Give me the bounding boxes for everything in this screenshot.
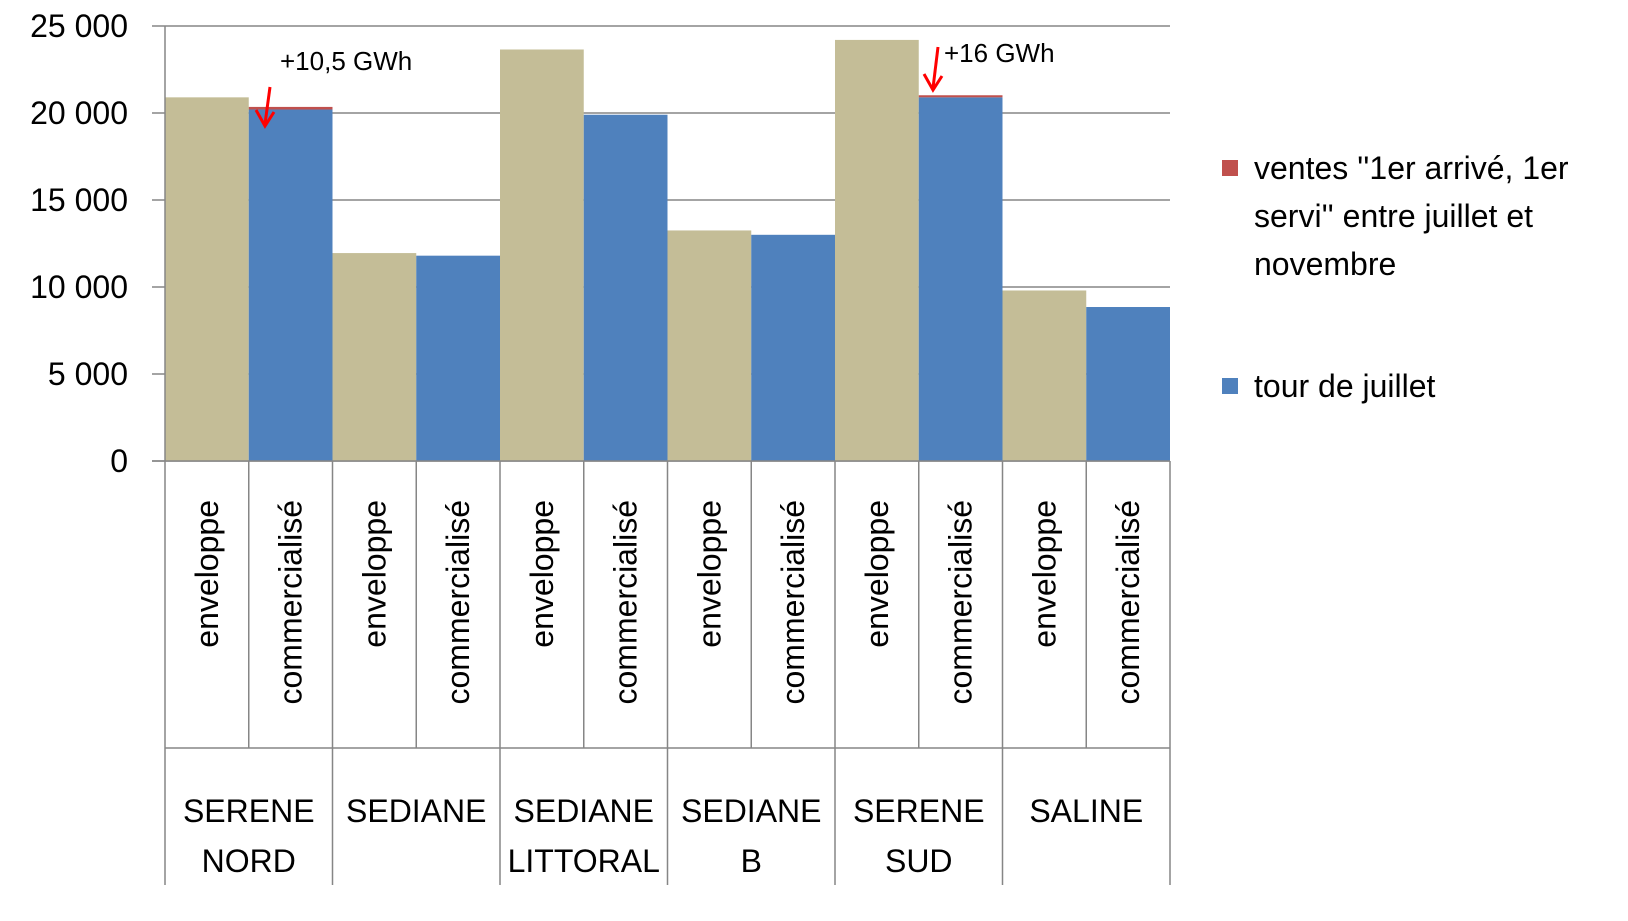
x-tick-label: commercialisé: [775, 500, 811, 704]
group-label: SEDIANE: [514, 793, 654, 829]
bar: [1002, 290, 1087, 461]
y-tick-label: 15 000: [30, 182, 128, 218]
x-tick-label: enveloppe: [189, 500, 225, 648]
bar: [583, 114, 668, 462]
x-tick-label: commercialisé: [943, 500, 979, 704]
annotation-arrowhead: [922, 73, 944, 93]
bar: [416, 255, 500, 461]
group-label: SERENE: [183, 793, 315, 829]
legend-swatch: [1222, 160, 1238, 176]
x-tick-label: commercialisé: [440, 500, 476, 704]
annotations: +10,5 GWh +16 GWh: [254, 38, 1055, 129]
x-tick-label: commercialisé: [273, 500, 309, 704]
legend-swatch: [1222, 378, 1238, 394]
bar: [1086, 307, 1170, 461]
y-tick-label: 5 000: [48, 356, 128, 392]
group-label: SUD: [885, 843, 953, 879]
x-tick-label: commercialisé: [1110, 500, 1146, 704]
bar: [248, 109, 333, 462]
bar: [332, 253, 417, 461]
group-label: SERENE: [853, 793, 985, 829]
y-tick-label: 0: [110, 443, 128, 479]
bar: [248, 106, 333, 110]
group-label: SEDIANE: [346, 793, 486, 829]
group-label: SALINE: [1029, 793, 1143, 829]
legend-item: tour de juillet: [1222, 362, 1622, 410]
annotation-arrowhead: [254, 109, 276, 129]
annotation: +16 GWh: [944, 38, 1055, 68]
legend-label: ventes ''1er arrivé, 1er servi'' entre j…: [1254, 150, 1569, 282]
x-tick-label: enveloppe: [356, 500, 392, 648]
legend-item: ventes ''1er arrivé, 1er servi'' entre j…: [1222, 144, 1622, 288]
group-label: LITTORAL: [508, 843, 660, 879]
y-tick-label: 10 000: [30, 269, 128, 305]
bar: [667, 230, 752, 461]
x-tick-label: enveloppe: [859, 500, 895, 648]
bar: [835, 39, 919, 462]
legend-label: tour de juillet: [1254, 368, 1436, 404]
y-tick-label: 20 000: [30, 95, 128, 131]
group-label: NORD: [202, 843, 296, 879]
bar: [918, 97, 1003, 461]
bar: [165, 97, 249, 461]
annotation-arrow: [263, 86, 272, 125]
group-label: B: [741, 843, 762, 879]
annotation-arrow: [931, 46, 940, 89]
bar: [918, 95, 1003, 98]
x-tick-label: enveloppe: [691, 500, 727, 648]
bar: [751, 234, 835, 461]
x-tick-label: enveloppe: [524, 500, 560, 648]
x-tick-label: commercialisé: [608, 500, 644, 704]
bar: [500, 49, 584, 462]
group-label: SEDIANE: [681, 793, 821, 829]
annotation: +10,5 GWh: [280, 46, 412, 76]
x-tick-label: enveloppe: [1026, 500, 1062, 648]
y-tick-label: 25 000: [30, 8, 128, 44]
